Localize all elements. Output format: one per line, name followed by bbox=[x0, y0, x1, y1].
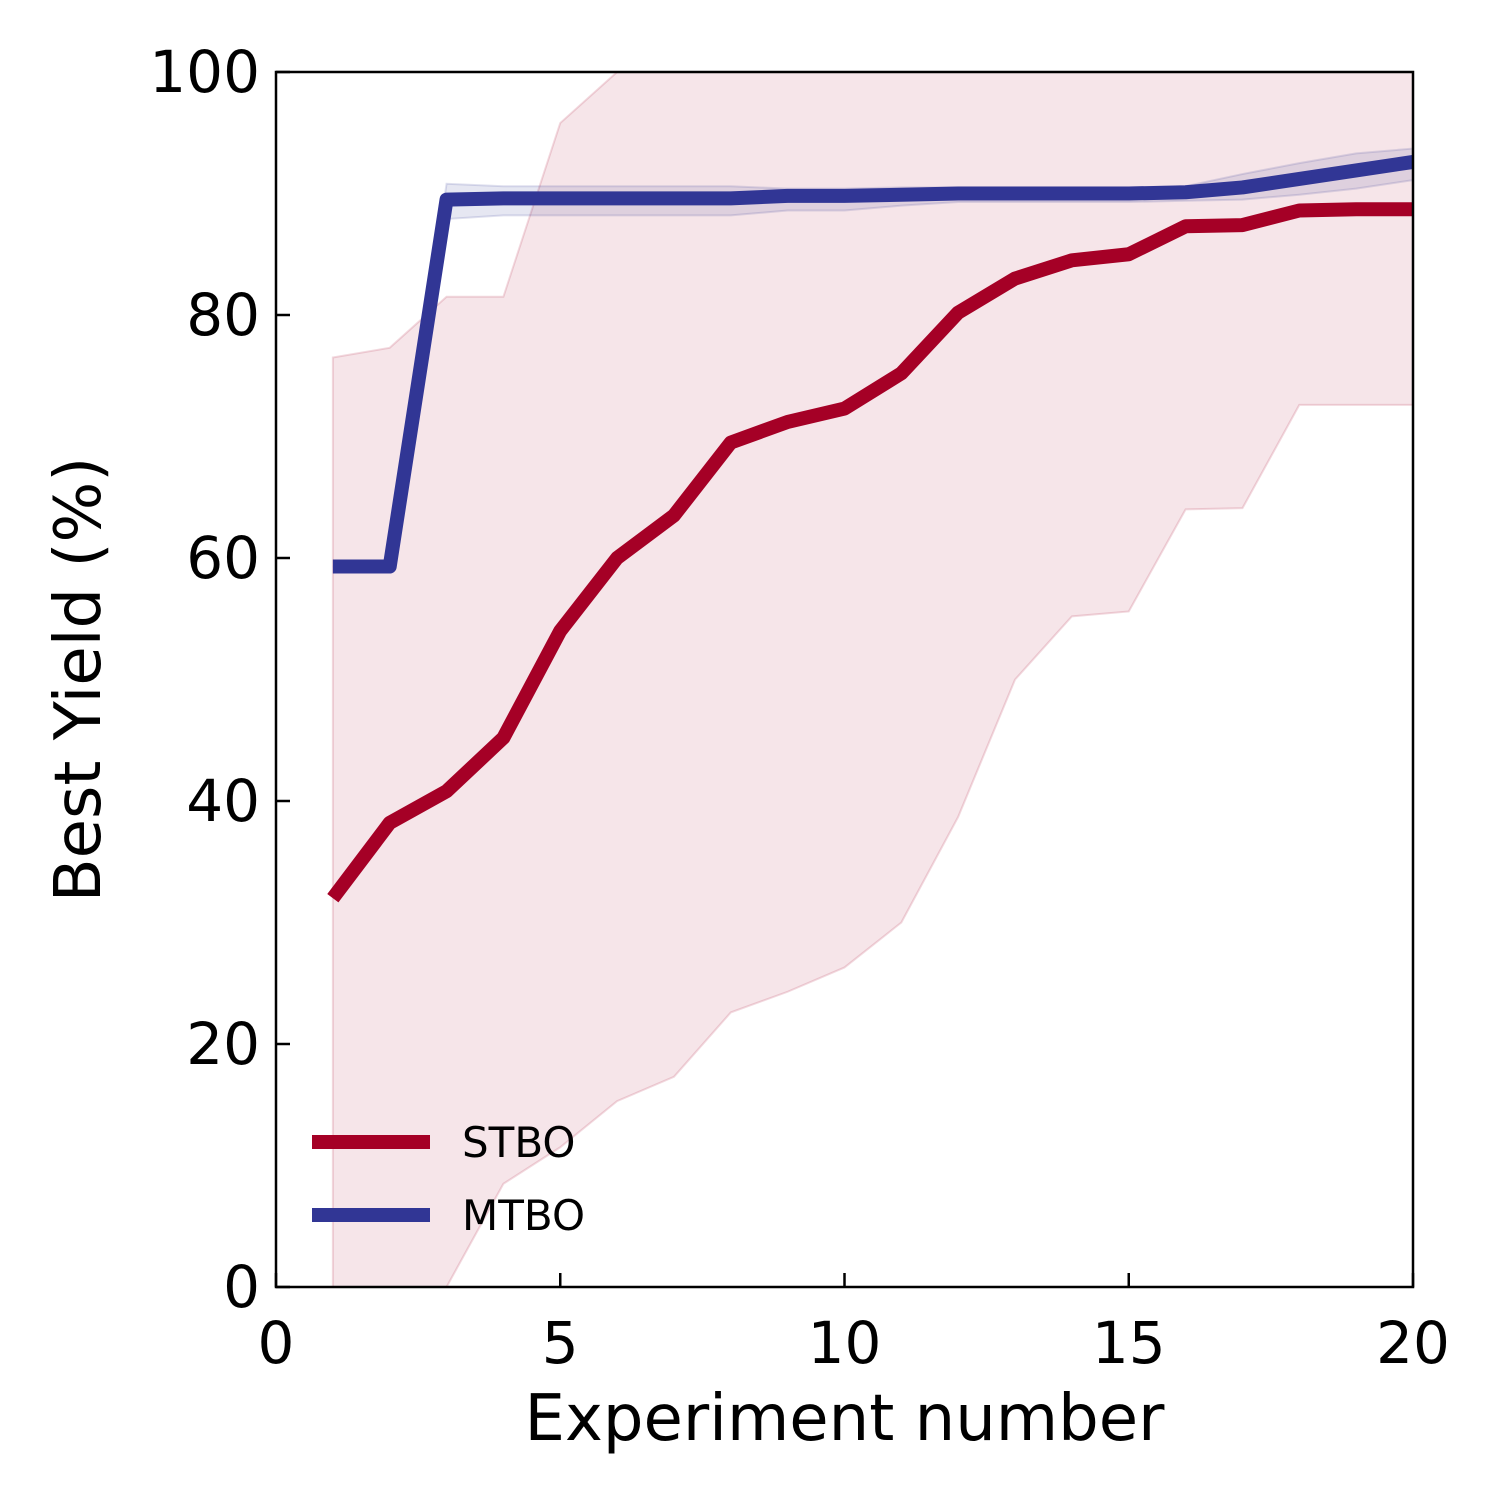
legend: STBO MTBO bbox=[312, 1118, 585, 1240]
y-tick-label: 100 bbox=[149, 38, 260, 106]
x-tick-label: 5 bbox=[542, 1309, 579, 1377]
stbo-legend-label: STBO bbox=[462, 1118, 575, 1167]
x-axis-ticks: 0 5 10 15 20 bbox=[258, 1273, 1450, 1377]
confidence-bands bbox=[331, 71, 1414, 1288]
y-axis-title: Best Yield (%) bbox=[42, 457, 116, 903]
y-tick-label: 0 bbox=[223, 1253, 260, 1321]
mtbo-legend-label: MTBO bbox=[462, 1191, 585, 1240]
x-tick-label: 20 bbox=[1376, 1309, 1450, 1377]
stbo-series-line bbox=[327, 202, 1413, 903]
series-lines bbox=[327, 154, 1415, 903]
x-tick-label: 0 bbox=[258, 1309, 295, 1377]
stbo-confidence-band bbox=[331, 71, 1414, 1288]
y-tick-label: 40 bbox=[186, 767, 260, 835]
y-tick-label: 60 bbox=[186, 524, 260, 592]
x-tick-label: 10 bbox=[808, 1309, 882, 1377]
x-tick-label: 15 bbox=[1092, 1309, 1166, 1377]
y-axis-ticks: 0 20 40 60 80 100 bbox=[149, 38, 290, 1321]
x-axis-title: Experiment number bbox=[525, 1382, 1166, 1456]
y-tick-label: 20 bbox=[186, 1010, 260, 1078]
mtbo-series-line bbox=[332, 154, 1415, 574]
y-tick-label: 80 bbox=[186, 281, 260, 349]
